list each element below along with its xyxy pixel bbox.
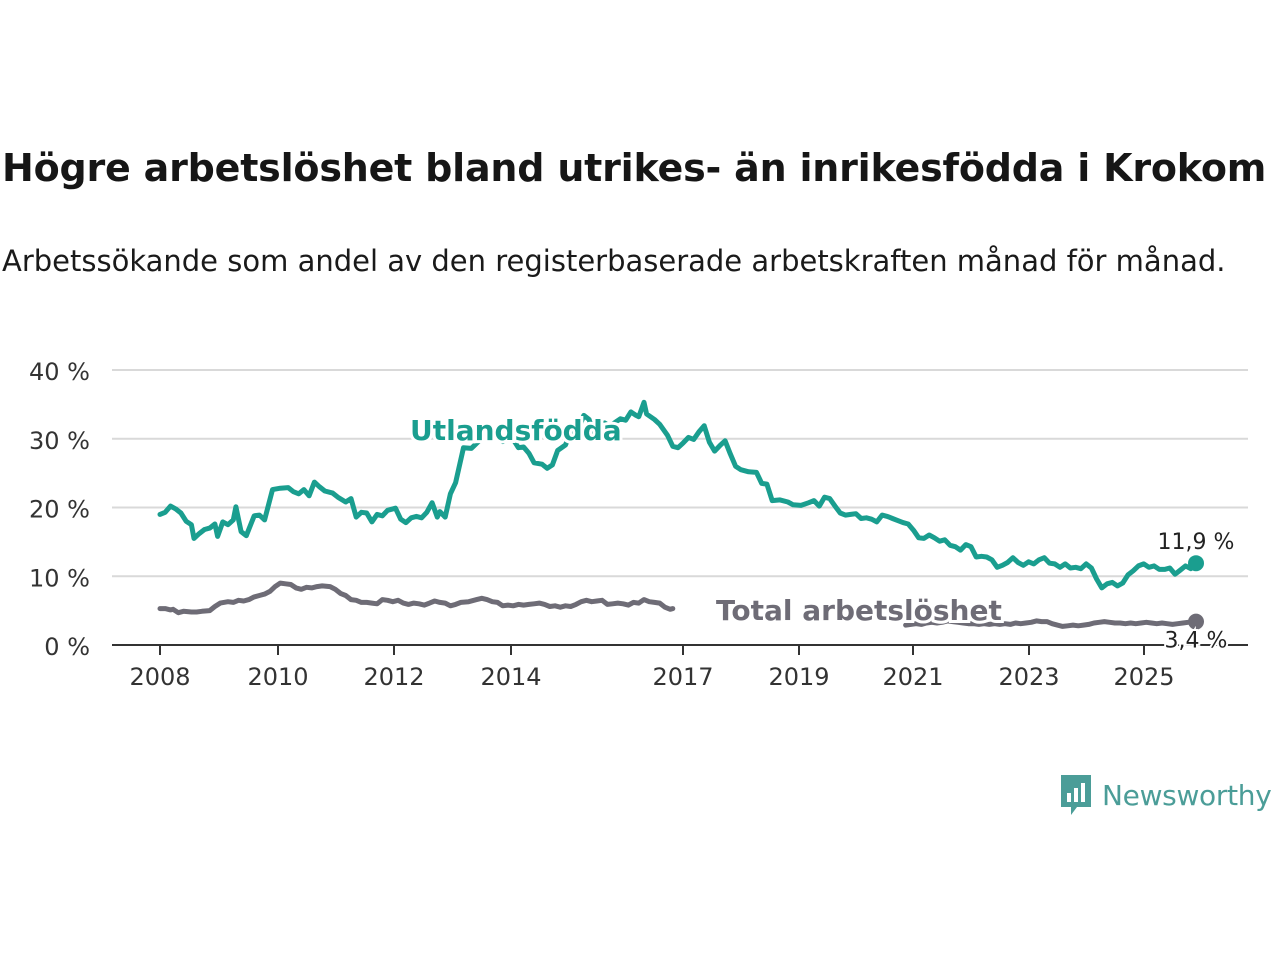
y-axis-ticks: 0 % 10 % 20 % 30 % 40 % [29,358,90,661]
brand-name: Newsworthy [1102,778,1272,812]
series-name-label-utlandsf-dda: Utlandsfödda [410,414,622,447]
series-lines [157,399,1204,630]
y-tick-label-30: 30 % [29,427,90,455]
end-marker-total-arbetsl-shet [1188,613,1204,630]
x-tick-label-2010: 2010 [247,663,308,691]
x-tick-label-2012: 2012 [363,663,424,691]
chart-title: Högre arbetslöshet bland utrikes- än inr… [2,146,1267,190]
x-tick-label-2019: 2019 [768,663,829,691]
x-tick-label-2008: 2008 [129,663,190,691]
x-tick-label-2025: 2025 [1113,663,1174,691]
y-tick-label-0: 0 % [44,633,90,661]
end-marker-utlandsf-dda [1188,555,1204,572]
series-line-utlandsf-dda [157,399,1199,591]
series-line-total-arbetsl-shet-seg1 [157,580,676,616]
y-tick-label-20: 20 % [29,496,90,524]
end-value-label-total-arbetsl-shet: 3,4 % [1165,629,1228,654]
end-value-label-utlandsf-dda: 11,9 % [1158,530,1235,555]
y-tick-label-40: 40 % [29,358,90,386]
series-line-total-arbetsl-shet-seg2 [903,618,1199,629]
series-name-label-total-arbetsl-shet: Total arbetslöshet [716,594,1002,627]
x-tick-label-2017: 2017 [652,663,713,691]
x-tick-label-2014: 2014 [480,663,541,691]
y-tick-label-10: 10 % [29,564,90,592]
x-tick-label-2021: 2021 [882,663,943,691]
newsworthy-logo: Newsworthy [1058,772,1272,818]
series-labels: 11,9 % 3,4 % Utlandsfödda Total arbetslöshe… [407,411,1236,656]
x-axis: 2008 2010 2012 2014 2017 2019 2021 2023 2025 [112,644,1248,691]
chart-subtitle: Arbetssökande som andel av den registerb… [2,244,1226,278]
gridlines [112,369,1248,578]
x-tick-label-2023: 2023 [998,663,1059,691]
line-chart: 0 % 10 % 20 % 30 % 40 % 2008 2010 2012 2014 2017… [29,358,1248,691]
newsworthy-logo-icon [1061,775,1091,815]
